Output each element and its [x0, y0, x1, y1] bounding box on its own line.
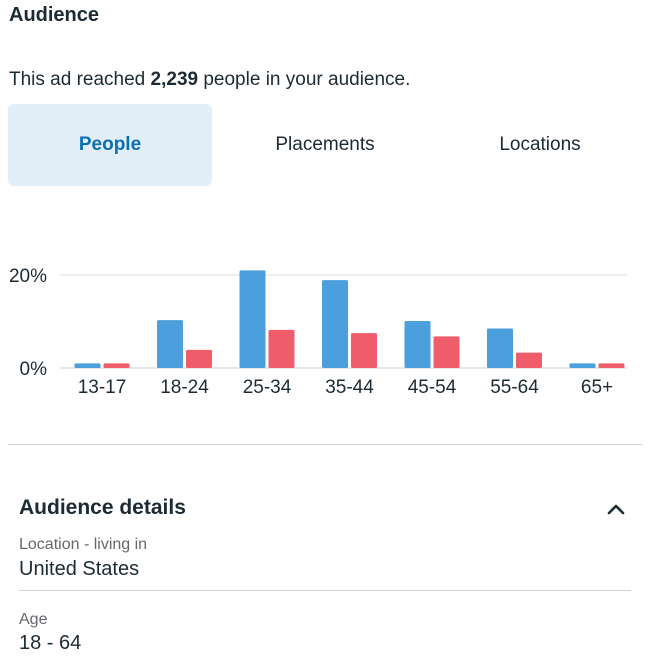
bar-series-1	[157, 320, 183, 368]
age-distribution-chart-svg: 0% 20% 13-17 18-24 25-34 35-44 45-54 55-64 65+	[9, 266, 627, 398]
reach-summary-suffix: people in your audience.	[198, 69, 411, 90]
y-tick-label: 20%	[9, 266, 47, 287]
x-tick-label: 18-24	[160, 377, 209, 398]
x-tick-label: 45-54	[408, 377, 457, 398]
age-label: Age	[19, 611, 48, 628]
tab-placements[interactable]: Placements	[275, 134, 375, 155]
tab-people[interactable]: People	[8, 104, 212, 186]
age-value: 18 - 64	[19, 632, 82, 654]
bar-series-2	[268, 329, 295, 368]
bar-series-1	[404, 321, 431, 368]
audience-details-title: Audience details	[19, 496, 186, 519]
x-tick-label: 55-64	[490, 377, 539, 398]
y-tick-label: 0%	[20, 359, 48, 380]
bar-series-1	[74, 363, 101, 368]
tab-locations[interactable]: Locations	[499, 134, 581, 155]
bar-series-2	[103, 363, 130, 368]
bar-series-1	[569, 363, 596, 368]
bar-series-2	[351, 333, 377, 368]
bar-series-2	[598, 363, 625, 368]
x-tick-label: 65+	[581, 377, 613, 398]
bar-series-1	[322, 280, 348, 368]
x-tick-label: 35-44	[325, 377, 374, 398]
audience-tabs: People Placements Locations	[8, 104, 646, 186]
bar-series-2	[433, 336, 460, 368]
section-title: Audience	[9, 4, 100, 26]
location-value: United States	[19, 558, 140, 580]
bar-series-2	[186, 349, 212, 368]
x-tick-label: 13-17	[78, 377, 127, 398]
bar-series-1	[239, 270, 266, 368]
chevron-up-icon[interactable]	[605, 498, 627, 520]
reach-summary-prefix: This ad reached	[9, 69, 151, 90]
age-distribution-chart: 0% 20% 13-17 18-24 25-34 35-44 45-54 55-64 65+	[0, 240, 657, 410]
bar-series-1	[487, 328, 513, 368]
section-divider	[8, 444, 642, 445]
reach-summary: This ad reached 2,239 people in your aud…	[9, 69, 410, 91]
details-divider	[19, 590, 631, 591]
reach-count: 2,239	[150, 69, 199, 90]
location-label: Location - living in	[19, 536, 148, 553]
bar-series-2	[516, 352, 542, 368]
audience-details-header[interactable]: Audience details	[19, 496, 631, 524]
x-tick-label: 25-34	[243, 377, 292, 398]
